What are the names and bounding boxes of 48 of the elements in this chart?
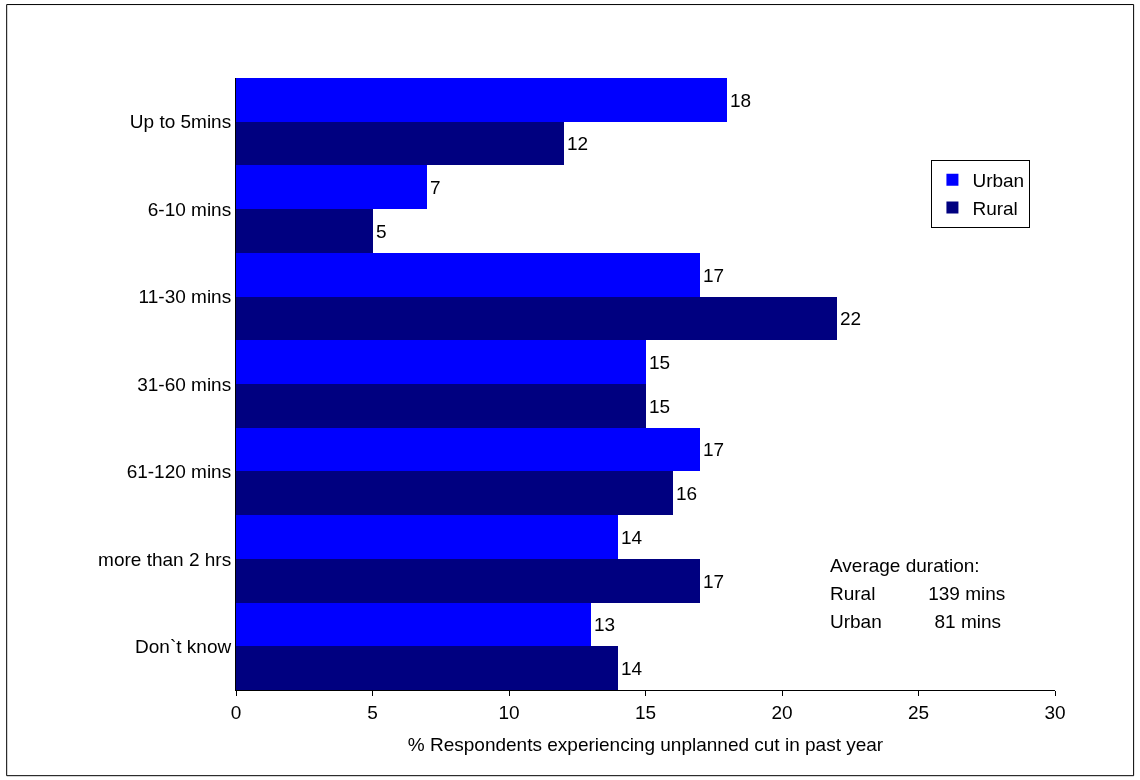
x-tick-label: 25 (907, 701, 930, 723)
annotation: Urban 81 mins (830, 611, 1002, 632)
bar (236, 471, 673, 515)
x-tick-label: 15 (634, 701, 657, 723)
bar (236, 253, 700, 297)
data-label: 14 (621, 657, 643, 679)
x-tick-label: 10 (498, 701, 520, 723)
data-label: 16 (676, 482, 698, 504)
bar (236, 165, 427, 209)
legend-label: Urban (972, 170, 1025, 192)
data-label: 17 (703, 570, 725, 592)
data-label: 5 (376, 220, 387, 242)
annotation: Rural 139 mins (830, 583, 1006, 604)
y-tick-label: 31-60 mins (137, 373, 232, 395)
data-label: 7 (430, 176, 441, 198)
bar (236, 209, 373, 253)
y-tick-label: more than 2 hrs (98, 548, 232, 570)
data-label: 12 (567, 133, 589, 154)
data-label: 18 (730, 89, 752, 111)
bar (236, 428, 700, 471)
y-tick-label: 11-30 mins (138, 286, 232, 308)
data-label: 22 (840, 308, 862, 329)
annotation: Average duration: (830, 555, 980, 576)
bar (236, 603, 591, 646)
data-label: 15 (649, 351, 671, 373)
legend-label: Rural (972, 197, 1018, 219)
data-label: 17 (703, 264, 725, 286)
x-axis-title: % Respondents experiencing unplanned cut in past year (407, 733, 884, 755)
y-tick-label: Don`t know (135, 635, 232, 657)
x-tick-label: 0 (230, 701, 242, 723)
bar (236, 646, 618, 690)
data-label: 14 (621, 526, 643, 548)
data-label: 17 (703, 439, 725, 460)
x-tick-label: 5 (367, 701, 378, 723)
y-tick-label: 61-120 mins (126, 461, 232, 483)
data-label: 13 (594, 614, 616, 635)
bar (236, 78, 727, 122)
bar (236, 340, 646, 384)
bar (236, 122, 564, 165)
y-tick-label: Up to 5mins (129, 111, 232, 133)
bar (236, 559, 700, 603)
bar (236, 297, 837, 340)
y-tick-label: 6-10 mins (147, 198, 232, 220)
bar (236, 384, 646, 428)
bar (236, 515, 618, 559)
x-tick-label: 20 (771, 701, 793, 723)
data-label: 15 (649, 395, 671, 417)
x-tick-label: 30 (1044, 701, 1066, 723)
